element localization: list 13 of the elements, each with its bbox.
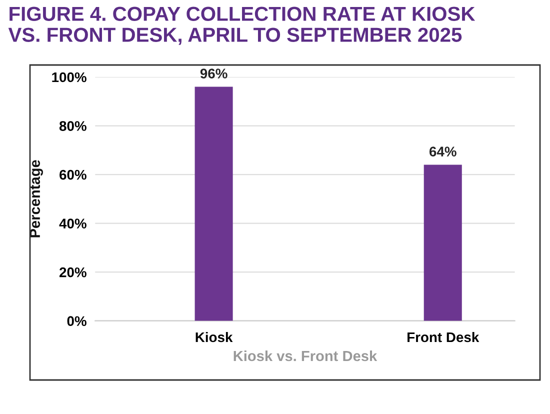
y-tick-label: 20% [60,267,86,278]
y-tick-label: 40% [59,218,86,228]
x-tick-label: Kiosk [196,332,233,342]
y-axis-title: Percentage [30,160,43,238]
y-tick-label: 80% [59,121,86,131]
data-label: 64% [429,146,456,156]
y-tick-label: 100% [52,72,86,82]
x-tick-label: Front Desk [408,332,480,342]
y-tick-label: 0% [67,316,86,326]
y-tick-label: 60% [60,170,86,180]
data-label: 96% [200,68,228,78]
x-axis-title: Kiosk vs. Front Desk [234,350,378,362]
chart-title: FIGURE 4. COPAY COLLECTION RATE AT KIOSK VS. FRONT DESK, APRIL TO SEPTEMBER 2025 [8,6,476,45]
